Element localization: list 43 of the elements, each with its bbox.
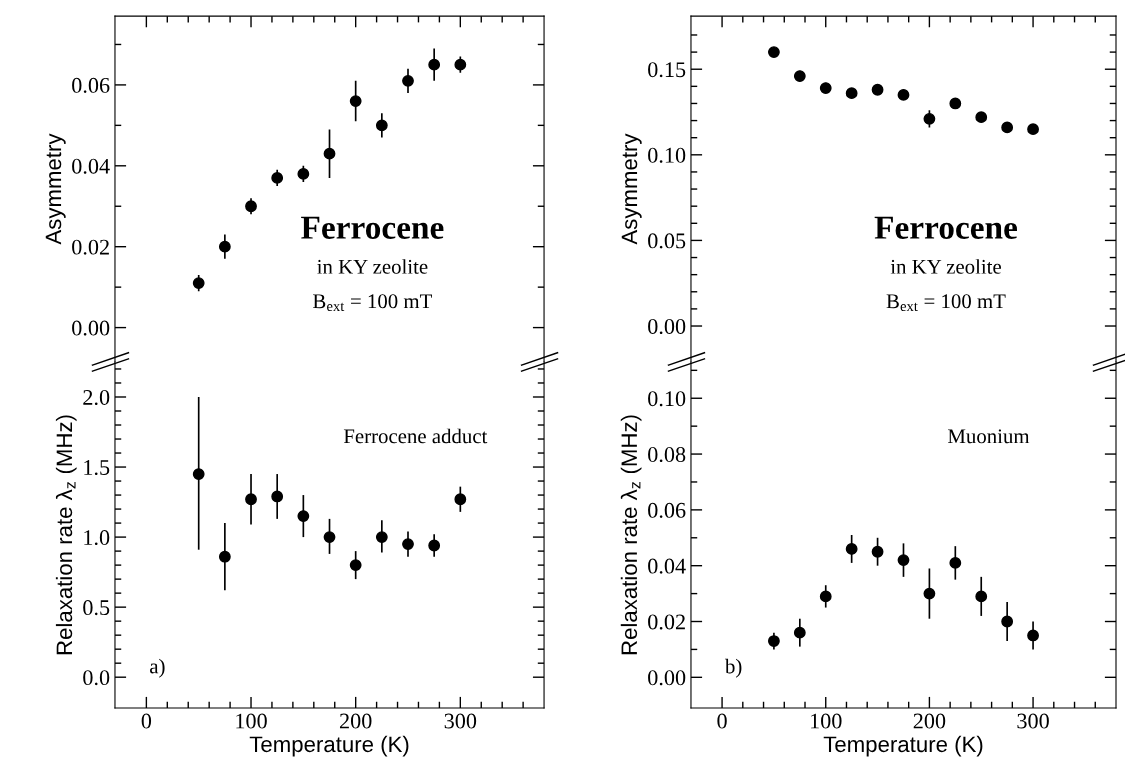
annotation: B$_{ext}$ = 100 mT <box>313 294 432 312</box>
annotation: Ferrocene <box>874 216 1017 239</box>
x-tick-label: 300 <box>444 713 477 729</box>
annotation: Ferrocene adduct <box>343 428 488 444</box>
annotation: in KY zeolite <box>317 259 428 274</box>
x-tick-label: 300 <box>1017 713 1049 729</box>
y-tick-label: 0.08 <box>648 446 686 463</box>
y-tick-label: 1.0 <box>84 530 110 546</box>
y-tick-label: 0.00 <box>648 670 686 686</box>
x-axis-title: Temperature (K) <box>823 735 983 757</box>
y-tick-label: 0.04 <box>648 558 686 574</box>
y-axis-title: Relaxation rate λ$_{z}$ (MHz) <box>55 415 77 655</box>
y-tick-label: 0.0 <box>83 670 110 686</box>
y-tick-label: 0.00 <box>72 320 110 336</box>
annotation: Ferrocene <box>301 216 444 239</box>
y-tick-label: 0.05 <box>648 233 686 249</box>
y-tick-label: 0.00 <box>648 318 686 335</box>
annotation: b) <box>724 658 742 678</box>
y-axis-title: Relaxation rate λ$_{z}$ (MHz) <box>620 415 642 655</box>
annotation: Muonium <box>948 429 1030 444</box>
y-axis-title: Asymmetry <box>45 133 66 245</box>
y-tick-label: 0.10 <box>648 391 686 407</box>
y-tick-label: 0.10 <box>648 147 686 163</box>
y-tick-label: 0.5 <box>83 600 110 616</box>
y-tick-label: 0.15 <box>648 62 686 78</box>
x-tick-label: 0 <box>141 713 152 729</box>
x-tick-label: 200 <box>913 713 946 729</box>
annotation: a) <box>150 658 165 678</box>
annotation: B$_{ext}$ = 100 mT <box>886 294 1006 312</box>
y-tick-label: 0.06 <box>648 502 686 518</box>
x-tick-label: 100 <box>236 713 267 729</box>
annotation: in KY zeolite <box>890 259 1001 274</box>
x-axis-title: Temperature (K) <box>249 735 409 757</box>
x-tick-label: 100 <box>811 713 842 729</box>
y-tick-label: 0.04 <box>72 158 110 174</box>
y-tick-label: 0.02 <box>648 614 685 630</box>
y-axis-title: Asymmetry <box>621 133 642 245</box>
x-tick-label: 200 <box>339 713 372 729</box>
y-tick-label: 0.06 <box>72 77 110 93</box>
y-tick-label: 0.02 <box>72 239 109 255</box>
y-tick-label: 2.0 <box>83 389 110 406</box>
x-tick-label: 0 <box>717 713 727 729</box>
y-tick-label: 1.5 <box>84 460 110 476</box>
